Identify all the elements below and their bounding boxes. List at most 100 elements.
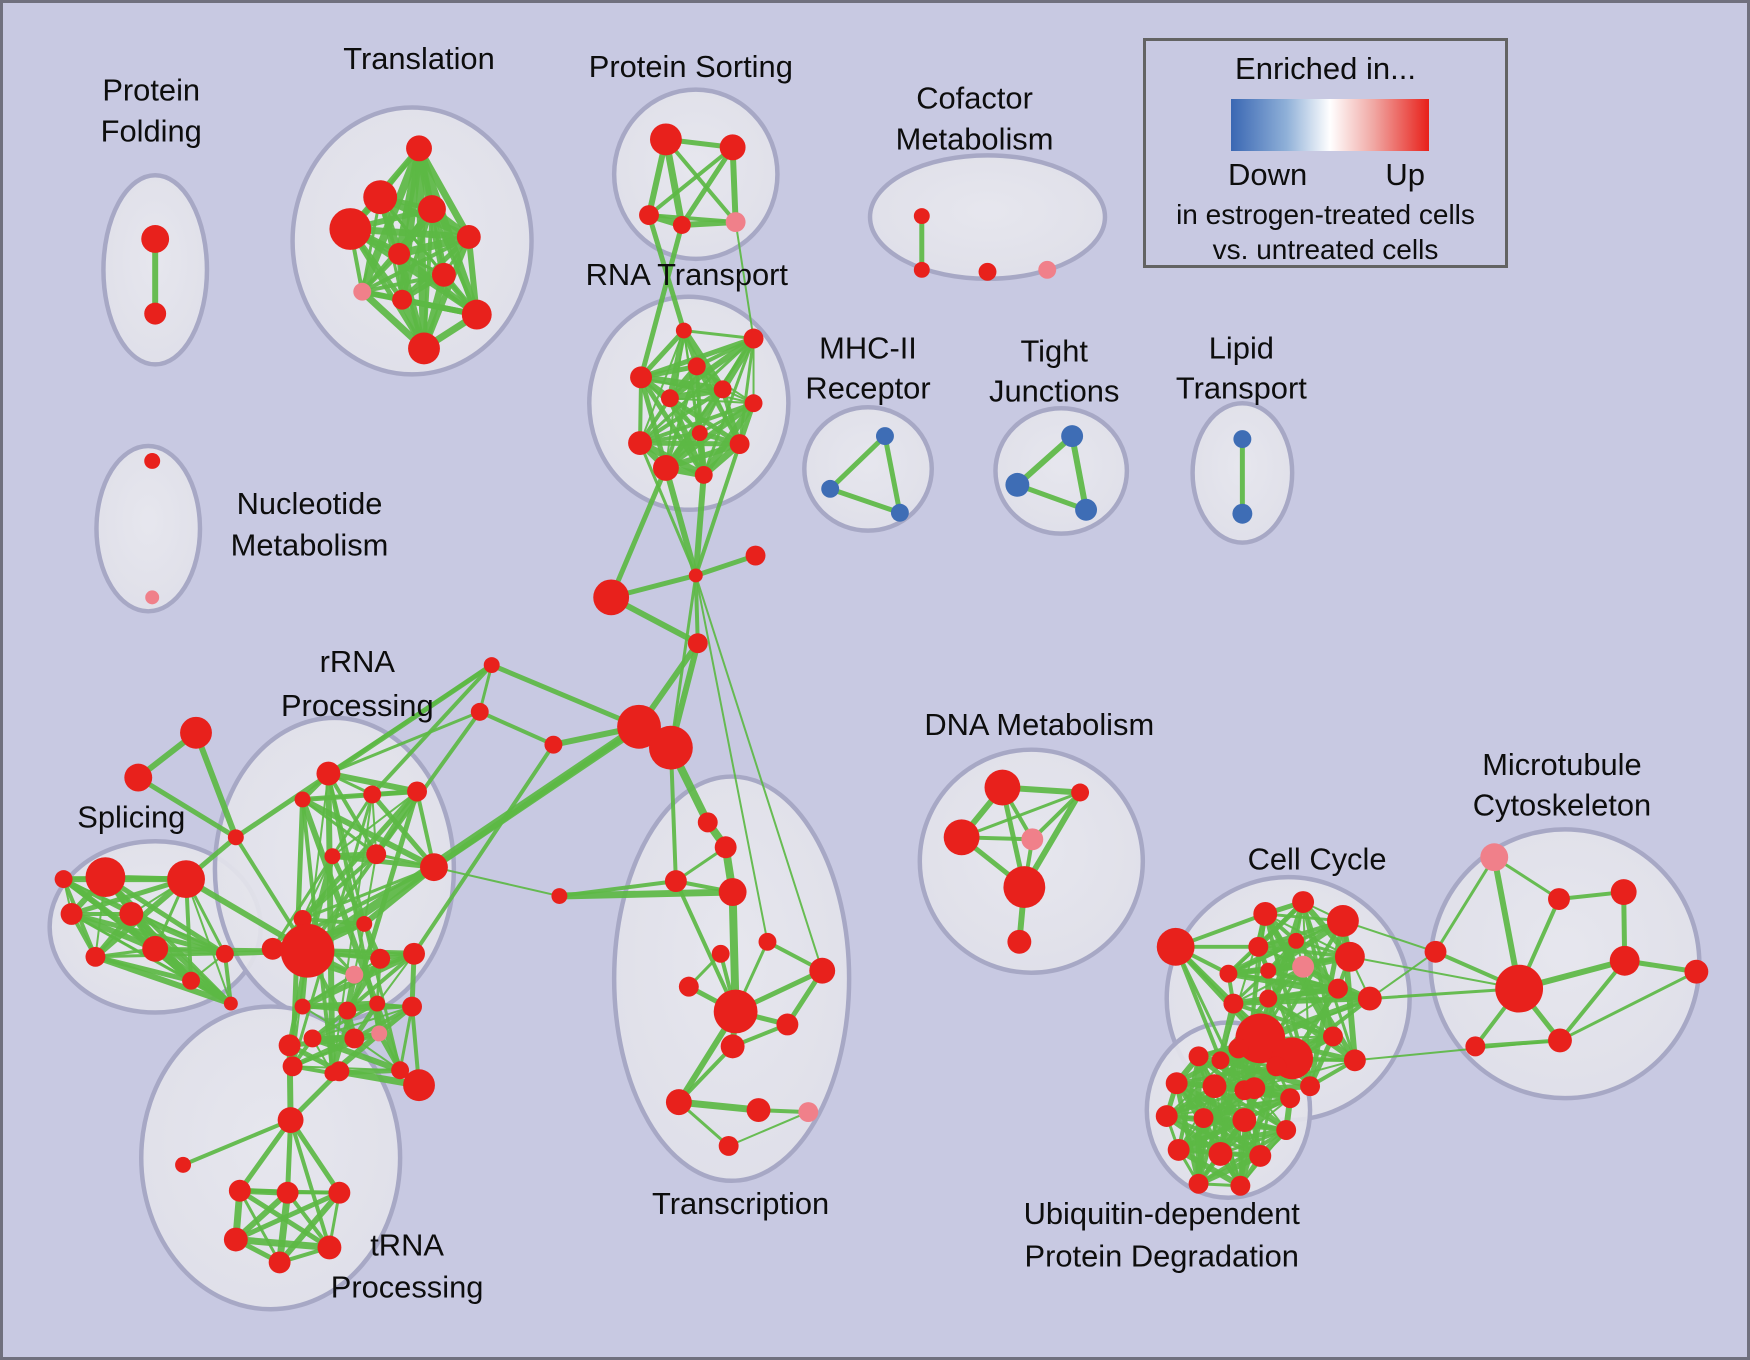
node[interactable] xyxy=(145,590,160,605)
node[interactable] xyxy=(687,633,708,654)
node[interactable] xyxy=(1219,964,1238,983)
node[interactable] xyxy=(363,180,398,215)
node[interactable] xyxy=(913,208,930,225)
node[interactable] xyxy=(420,853,448,882)
node[interactable] xyxy=(329,1061,350,1082)
node[interactable] xyxy=(729,434,750,455)
node[interactable] xyxy=(1211,1051,1230,1070)
node[interactable] xyxy=(1357,986,1382,1011)
node[interactable] xyxy=(223,996,238,1011)
node[interactable] xyxy=(745,545,766,566)
node[interactable] xyxy=(649,123,682,156)
node[interactable] xyxy=(316,761,341,786)
node[interactable] xyxy=(470,702,489,721)
node[interactable] xyxy=(403,1069,435,1102)
node[interactable] xyxy=(402,996,423,1017)
node[interactable] xyxy=(711,944,730,963)
node[interactable] xyxy=(694,465,713,484)
node[interactable] xyxy=(1253,902,1278,926)
node[interactable] xyxy=(743,328,764,349)
node[interactable] xyxy=(593,579,630,616)
node[interactable] xyxy=(1156,927,1195,966)
node[interactable] xyxy=(144,302,167,325)
node[interactable] xyxy=(403,942,425,965)
node[interactable] xyxy=(1188,1046,1209,1067)
node[interactable] xyxy=(294,998,311,1015)
node[interactable] xyxy=(1548,888,1570,910)
node[interactable] xyxy=(1021,828,1044,851)
node[interactable] xyxy=(1266,1056,1287,1077)
node[interactable] xyxy=(282,1056,303,1077)
node[interactable] xyxy=(124,763,153,792)
node[interactable] xyxy=(639,205,659,226)
node[interactable] xyxy=(294,791,311,808)
node[interactable] xyxy=(223,1227,248,1252)
node[interactable] xyxy=(144,453,161,469)
node[interactable] xyxy=(324,848,341,865)
node[interactable] xyxy=(718,1135,739,1156)
node[interactable] xyxy=(119,902,144,926)
node[interactable] xyxy=(1003,866,1046,908)
node[interactable] xyxy=(1038,260,1057,279)
node[interactable] xyxy=(1424,940,1447,963)
node[interactable] xyxy=(798,1102,819,1123)
node[interactable] xyxy=(54,870,73,889)
node[interactable] xyxy=(370,948,391,969)
node[interactable] xyxy=(1232,1108,1257,1132)
node[interactable] xyxy=(776,1013,799,1036)
node[interactable] xyxy=(167,860,205,899)
node[interactable] xyxy=(1465,1036,1486,1057)
node[interactable] xyxy=(277,1107,304,1133)
node[interactable] xyxy=(406,135,432,162)
node[interactable] xyxy=(303,1029,322,1048)
node[interactable] xyxy=(431,262,456,287)
node[interactable] xyxy=(363,785,382,804)
node[interactable] xyxy=(268,1251,291,1274)
node[interactable] xyxy=(1243,1077,1266,1100)
node[interactable] xyxy=(353,282,372,301)
node[interactable] xyxy=(875,427,894,446)
node[interactable] xyxy=(261,937,284,960)
node[interactable] xyxy=(821,479,840,498)
node[interactable] xyxy=(344,1028,365,1049)
node[interactable] xyxy=(388,242,411,265)
node[interactable] xyxy=(664,870,687,893)
node[interactable] xyxy=(338,1001,357,1020)
node[interactable] xyxy=(630,366,652,389)
node[interactable] xyxy=(1610,879,1637,906)
node[interactable] xyxy=(678,976,699,997)
node[interactable] xyxy=(687,357,706,376)
node[interactable] xyxy=(356,915,373,932)
node[interactable] xyxy=(1684,959,1709,984)
node[interactable] xyxy=(60,903,83,925)
node[interactable] xyxy=(1300,1076,1321,1097)
node[interactable] xyxy=(652,454,679,481)
node[interactable] xyxy=(371,1025,388,1042)
node[interactable] xyxy=(672,216,691,234)
node[interactable] xyxy=(697,812,718,833)
node[interactable] xyxy=(461,299,492,330)
node[interactable] xyxy=(1326,905,1359,937)
node[interactable] xyxy=(720,1034,745,1059)
node[interactable] xyxy=(665,1089,692,1116)
node[interactable] xyxy=(182,971,200,990)
node[interactable] xyxy=(418,195,446,224)
node[interactable] xyxy=(142,935,169,962)
node[interactable] xyxy=(675,322,692,339)
node[interactable] xyxy=(228,1179,251,1202)
node[interactable] xyxy=(713,380,732,399)
node[interactable] xyxy=(1280,1088,1301,1109)
node[interactable] xyxy=(809,957,836,984)
node[interactable] xyxy=(1230,1175,1251,1196)
node[interactable] xyxy=(407,781,427,802)
node[interactable] xyxy=(1248,936,1269,957)
node[interactable] xyxy=(978,262,997,281)
node[interactable] xyxy=(691,425,708,442)
node[interactable] xyxy=(345,965,364,984)
node[interactable] xyxy=(890,503,909,522)
node[interactable] xyxy=(278,1034,301,1057)
node[interactable] xyxy=(1260,962,1277,979)
node[interactable] xyxy=(456,225,481,249)
node[interactable] xyxy=(660,389,679,408)
node[interactable] xyxy=(1292,955,1315,978)
